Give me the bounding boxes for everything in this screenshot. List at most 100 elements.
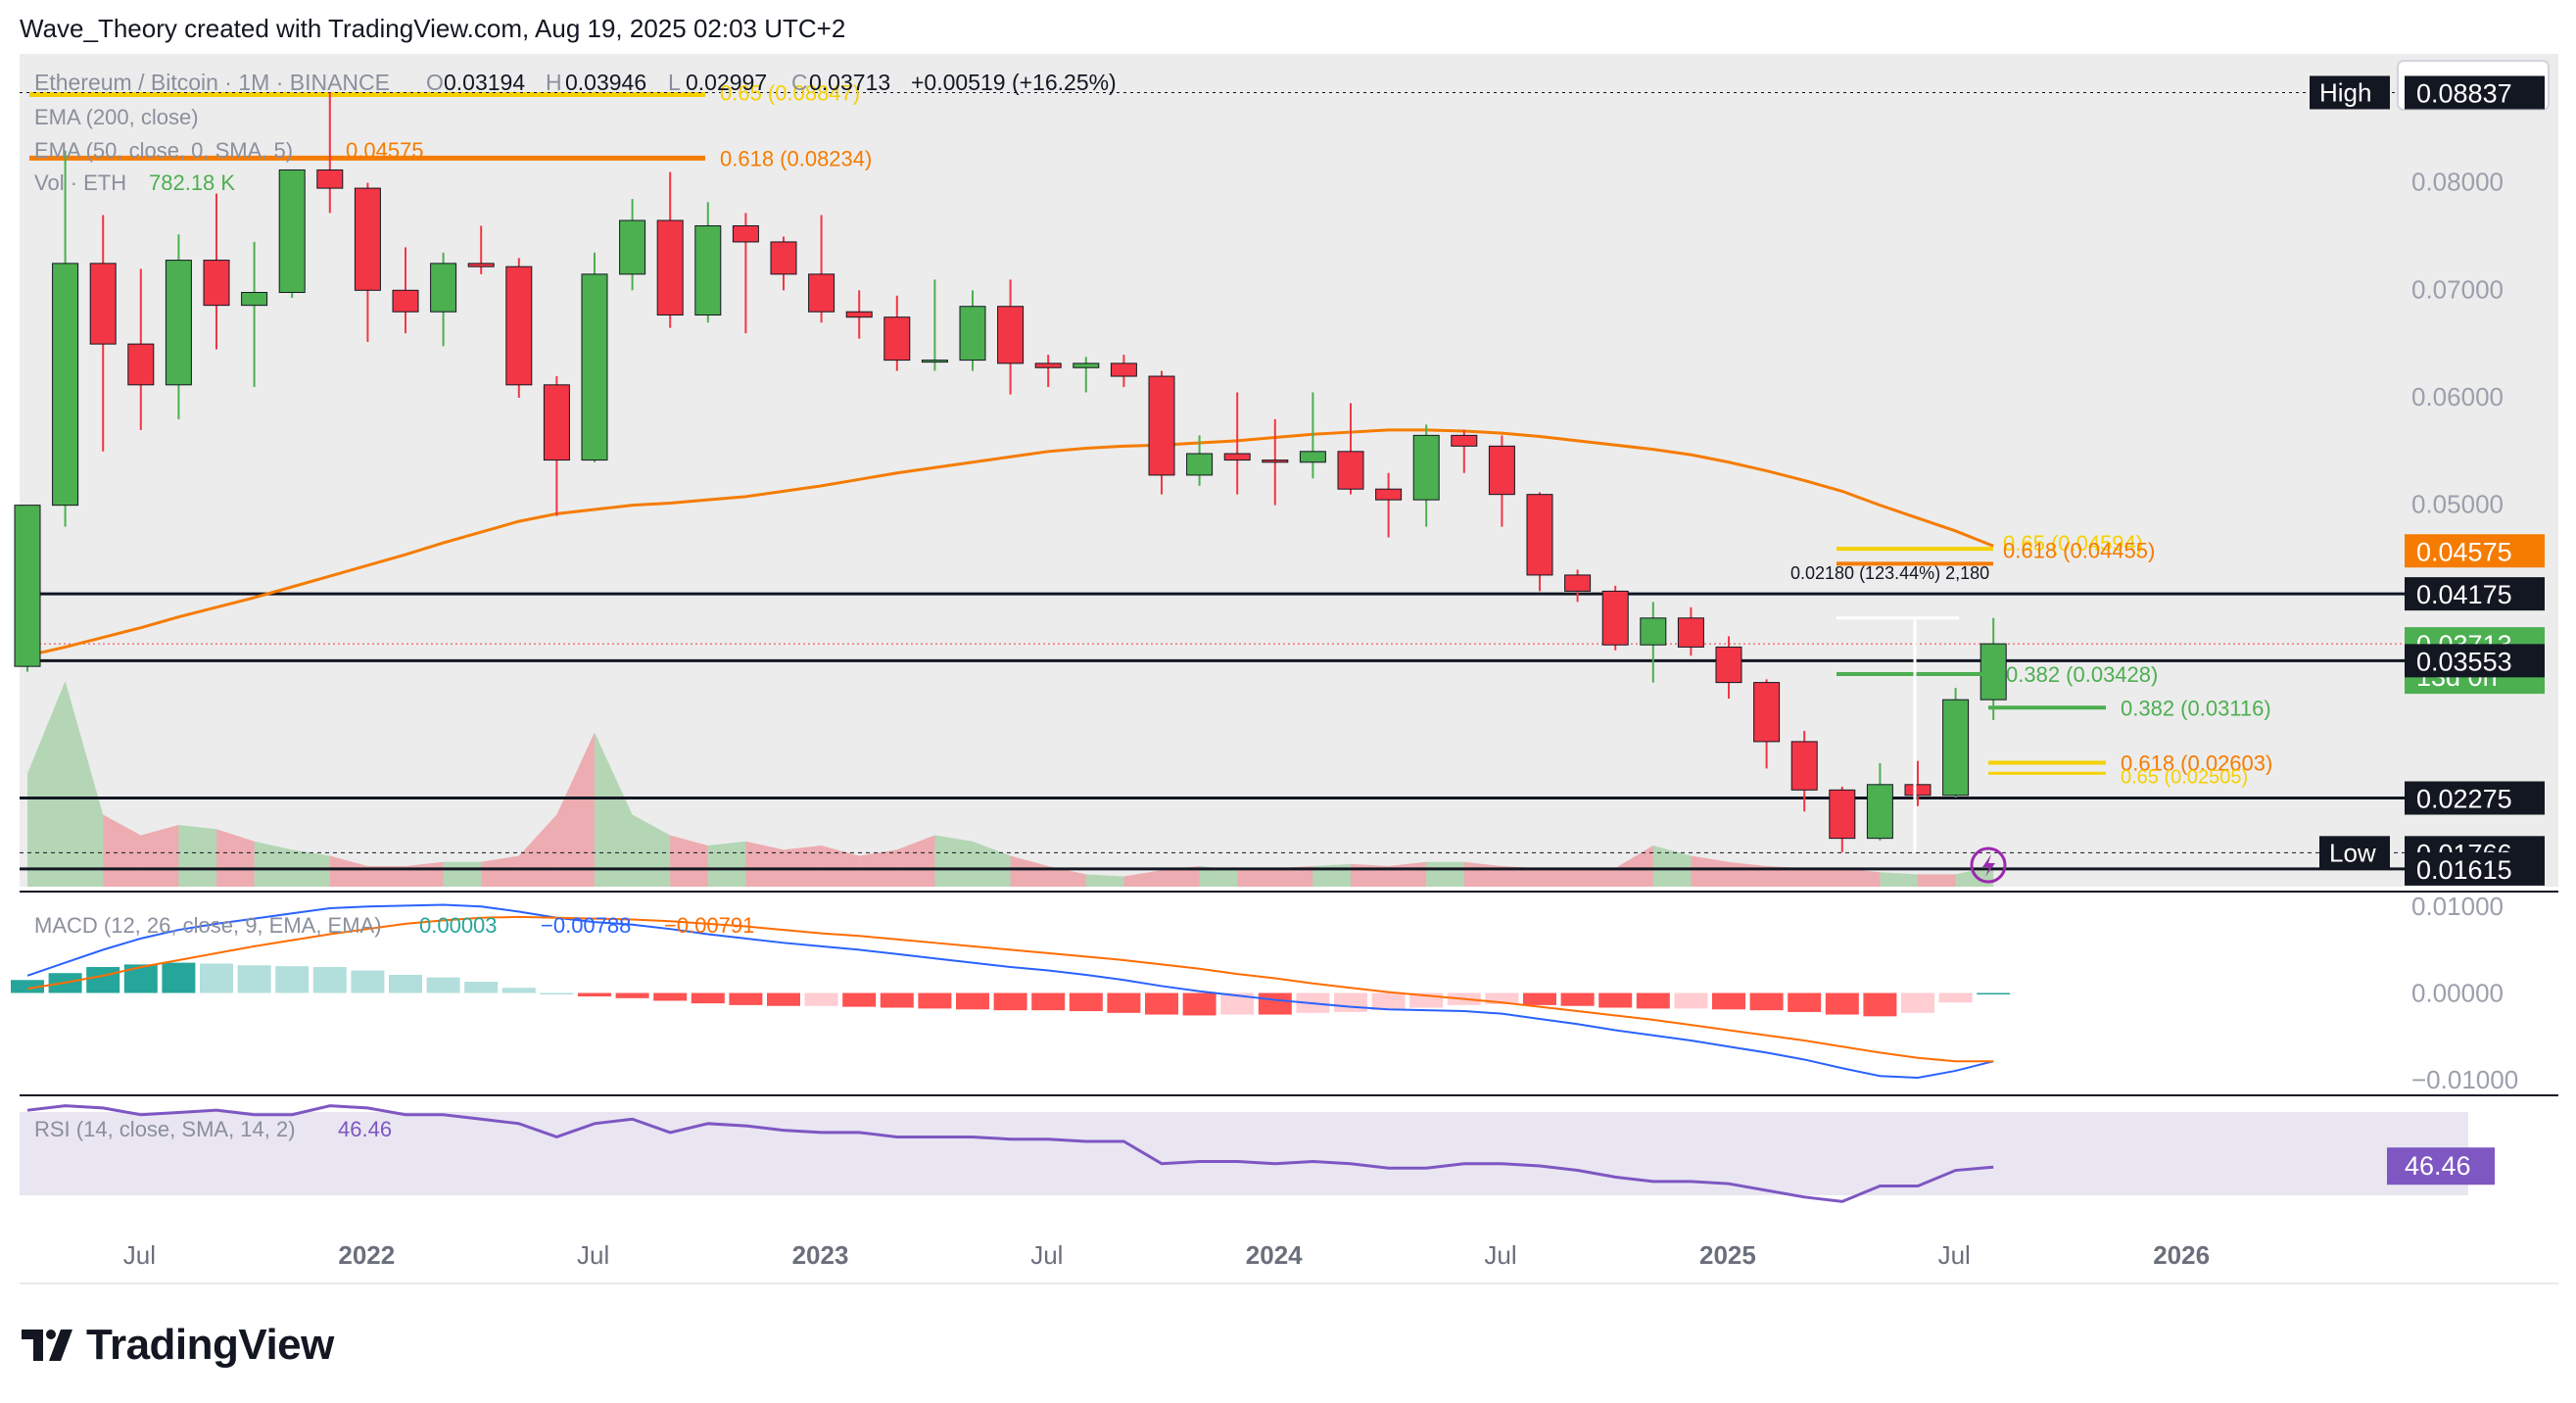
time-axis-tick: 2023 bbox=[792, 1240, 849, 1270]
legend-open: 0.03194 bbox=[444, 70, 525, 95]
volume-area-segment bbox=[784, 846, 822, 887]
volume-area-segment bbox=[1426, 861, 1464, 887]
volume-area-segment bbox=[1577, 868, 1616, 887]
macd-histogram-bar bbox=[1031, 992, 1066, 1011]
candle-body bbox=[1640, 617, 1667, 646]
candle-body bbox=[921, 360, 948, 363]
volume-area-segment bbox=[1841, 868, 1881, 887]
candle-body bbox=[1451, 434, 1478, 447]
legend-high: 0.03946 bbox=[565, 70, 646, 95]
legend-l-label: L bbox=[668, 70, 681, 95]
candle-body bbox=[89, 263, 117, 345]
level-badge-1: 0.04175 bbox=[2416, 580, 2512, 609]
macd-histogram-bar bbox=[426, 977, 460, 993]
fib-0618-top-label: 0.618 (0.08234) bbox=[720, 146, 872, 170]
fib-065-low-label: 0.65 (0.02505) bbox=[2121, 766, 2248, 788]
candle-body bbox=[1110, 363, 1137, 377]
rsi-badge-bg bbox=[2387, 1147, 2495, 1185]
candle-body bbox=[1034, 363, 1062, 368]
signal-line bbox=[26, 915, 1994, 1063]
legend-h-label: H bbox=[546, 70, 562, 95]
volume-area-segment bbox=[178, 825, 216, 887]
candle-body bbox=[1601, 590, 1629, 646]
candle-body bbox=[1148, 375, 1175, 476]
volume-area-segment bbox=[1540, 868, 1578, 887]
candle-body bbox=[430, 263, 457, 313]
macd-histogram-bar bbox=[1598, 992, 1633, 1008]
volume-area-segment bbox=[1199, 866, 1238, 887]
macd-histogram-bar bbox=[1901, 992, 1934, 1013]
volume-area-segment bbox=[1804, 868, 1842, 887]
high-label-bg bbox=[2310, 75, 2390, 110]
volume-area-segment bbox=[821, 846, 860, 887]
legend-vol-value: 782.18 K bbox=[149, 170, 235, 195]
volume-area-segment bbox=[443, 861, 482, 887]
candle-body bbox=[808, 273, 835, 313]
fib-0618-mid-label: 0.618 (0.04455) bbox=[2003, 538, 2155, 562]
macd-histogram-bar bbox=[1523, 992, 1556, 1005]
level-badge-2: 0.03553 bbox=[2416, 647, 2512, 676]
candle-body bbox=[392, 289, 419, 313]
candle-body bbox=[1942, 699, 1970, 797]
macd-histogram-bar bbox=[464, 982, 499, 993]
volume-area-segment bbox=[1502, 866, 1540, 887]
tradingview-brand: TradingView bbox=[86, 1321, 334, 1369]
price-axis-tick: 0.06000 bbox=[2411, 382, 2504, 411]
volume-area-segment bbox=[1729, 861, 1767, 887]
volume-area-segment bbox=[1162, 866, 1200, 887]
macd-histogram-bar bbox=[1712, 992, 1745, 1010]
volume-area-segment bbox=[405, 861, 444, 887]
ema50-price-badge: 0.04575 bbox=[2416, 537, 2512, 566]
time-axis-tick: Jul bbox=[1484, 1240, 1516, 1270]
candle-body bbox=[1715, 646, 1742, 684]
candle-body bbox=[1829, 789, 1856, 840]
rsi-band bbox=[20, 1112, 2468, 1195]
volume-area-segment bbox=[27, 681, 66, 887]
tradingview-logo[interactable]: TradingView bbox=[22, 1321, 334, 1370]
level-badge-3: 0.02275 bbox=[2416, 785, 2512, 814]
volume-area-segment bbox=[1615, 846, 1653, 887]
volume-area-segment bbox=[1274, 866, 1313, 887]
candle-body bbox=[997, 306, 1025, 364]
macd-histogram-bar bbox=[162, 962, 196, 993]
macd-histogram-bar bbox=[351, 970, 385, 993]
macd-histogram-bar bbox=[1788, 992, 1822, 1012]
macd-axis-tick: 0.01000 bbox=[2411, 892, 2504, 921]
volume-area-segment bbox=[896, 835, 935, 887]
macd-histogram-bar bbox=[729, 992, 763, 1005]
macd-line bbox=[26, 903, 1994, 1079]
candle-body bbox=[1223, 453, 1251, 461]
price-axis-tick: 0.05000 bbox=[2411, 490, 2504, 519]
macd-histogram-bar bbox=[389, 974, 422, 993]
candle-body bbox=[1488, 445, 1515, 496]
volume-area-segment bbox=[670, 835, 708, 887]
rsi-label: RSI (14, close, SMA, 14, 2) bbox=[34, 1117, 296, 1141]
legend-ema200: EMA (200, close) bbox=[34, 105, 199, 129]
time-axis-tick: 2022 bbox=[338, 1240, 395, 1270]
macd-histogram-bar bbox=[1371, 992, 1406, 1011]
candle-body bbox=[1412, 434, 1440, 501]
high-value-badge-bg bbox=[2405, 75, 2545, 110]
macd-label: MACD (12, 26, close, 9, EMA, EMA) bbox=[34, 913, 382, 938]
low-label: Low bbox=[2329, 838, 2376, 867]
time-axis-tick: 2024 bbox=[1246, 1240, 1303, 1270]
lightning-bolt-icon bbox=[1982, 854, 1995, 877]
macd-histogram-bar bbox=[1674, 992, 1708, 1009]
measure-label: 0.02180 (123.44%) 2,180 bbox=[1790, 563, 1989, 583]
candle-body bbox=[1904, 784, 1932, 797]
legend-o-label: O bbox=[426, 70, 444, 95]
volume-area-segment bbox=[367, 866, 405, 887]
macd-histogram-bar bbox=[653, 992, 688, 1001]
volume-area-segment bbox=[1085, 874, 1124, 887]
macd-histogram-bar bbox=[1636, 992, 1670, 1009]
rsi-line bbox=[26, 1104, 1994, 1203]
rsi-value: 46.46 bbox=[338, 1117, 392, 1141]
macd-histogram-bar bbox=[86, 967, 120, 993]
candle-body bbox=[1677, 617, 1704, 648]
candle-body bbox=[127, 343, 155, 386]
price-axis-tick: 0.07000 bbox=[2411, 274, 2504, 304]
volume-area-segment bbox=[1766, 866, 1805, 887]
macd-histogram-bar bbox=[200, 963, 233, 993]
volume-area-segment bbox=[1048, 866, 1086, 887]
